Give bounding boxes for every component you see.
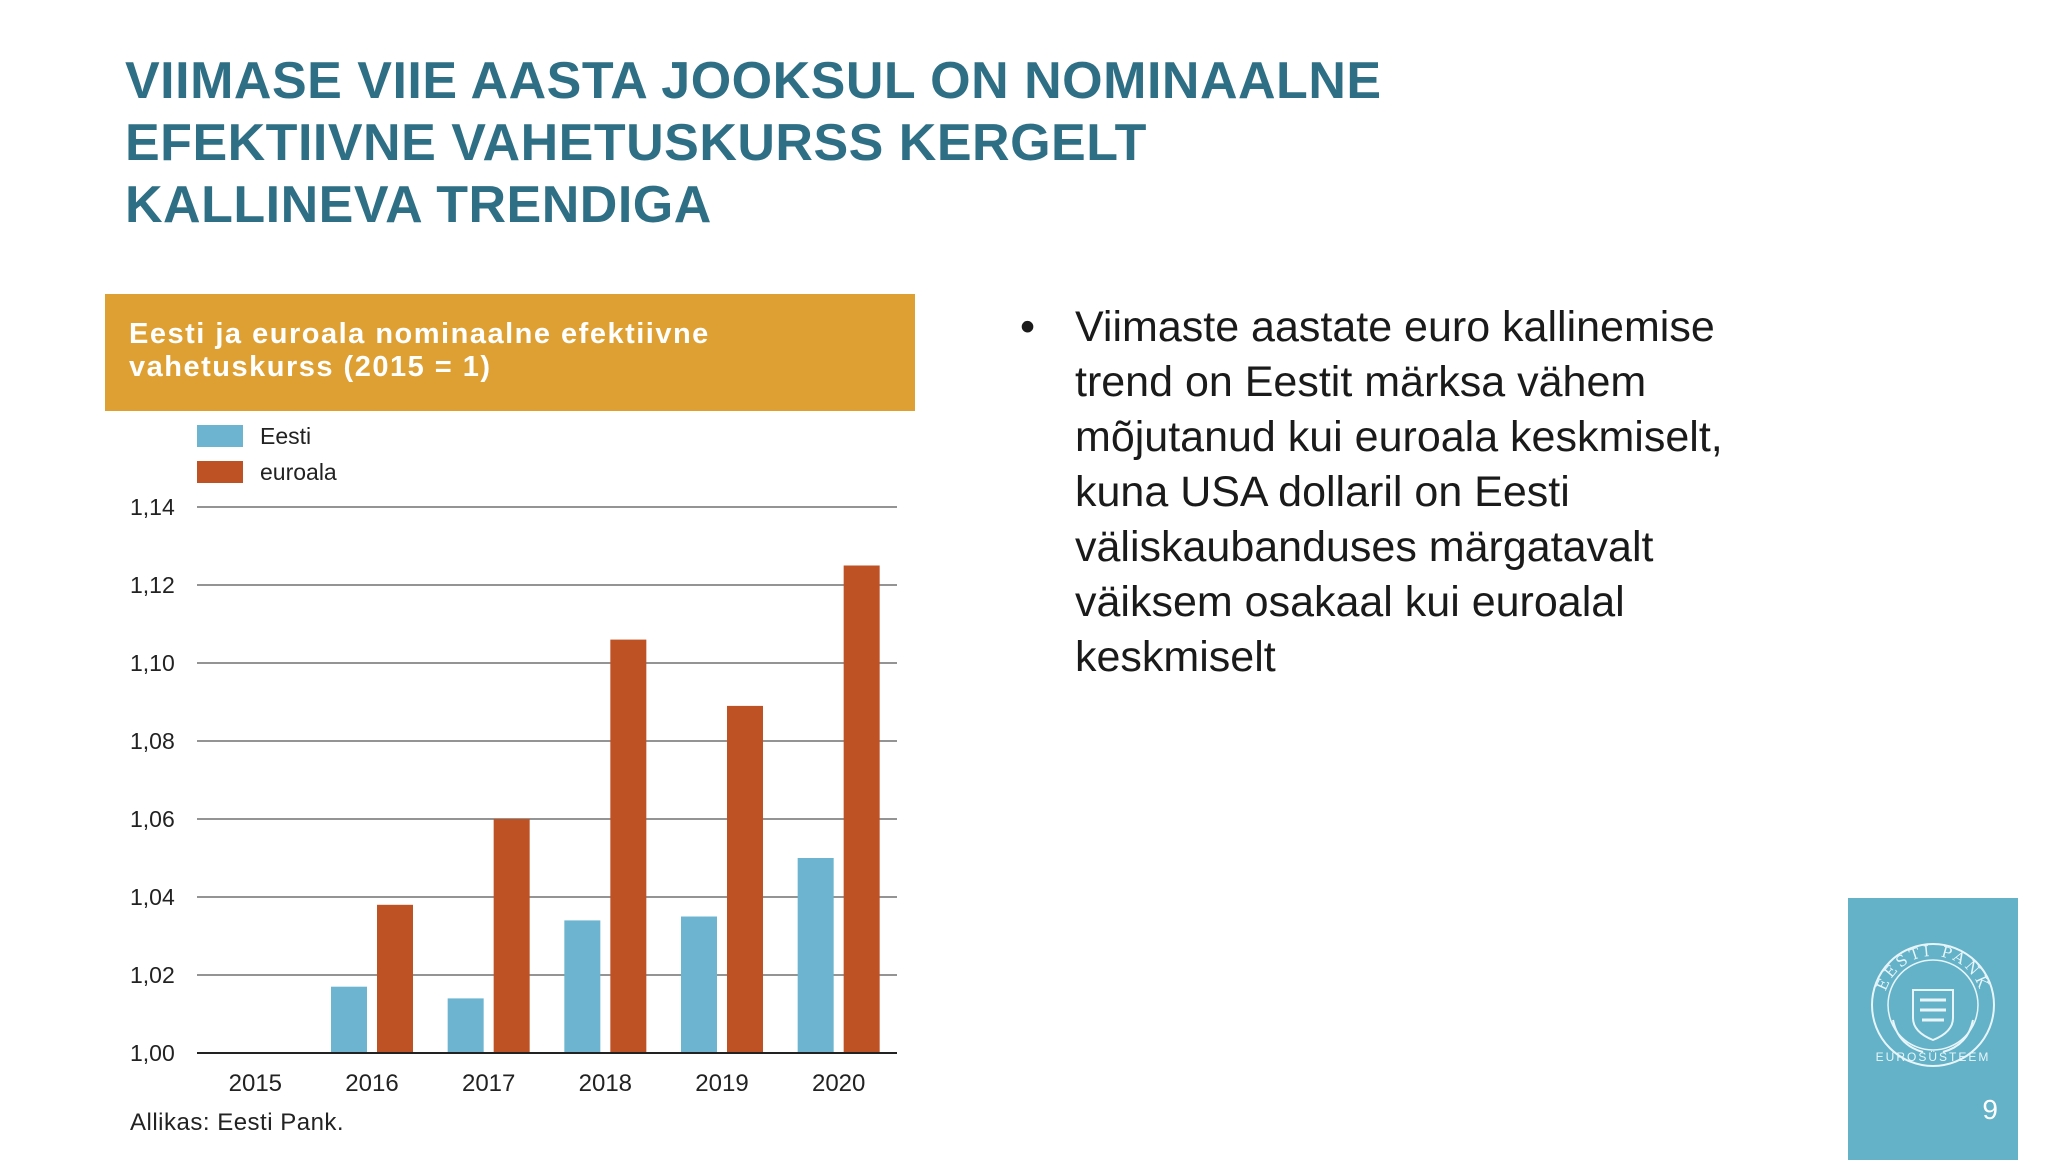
seal-text: EESTI PANK [1873, 942, 1991, 993]
bar-euroala-2020 [843, 565, 880, 1053]
bullet-list: • Viimaste aastate euro kallinemise tren… [1020, 300, 1820, 685]
y-tick-label: 1,04 [130, 884, 175, 910]
y-tick-label: 1,06 [130, 806, 175, 832]
bar-eesti-2019 [681, 916, 717, 1053]
x-tick-label: 2015 [229, 1070, 282, 1097]
bar-euroala-2017 [493, 819, 530, 1053]
y-tick-label: 1,14 [130, 494, 175, 520]
y-tick-label: 1,08 [130, 728, 175, 754]
x-tick-label: 2020 [812, 1070, 865, 1097]
chart-title: Eesti ja euroala nominaalne efektiivne v… [129, 318, 889, 384]
page-number: 9 [1982, 1094, 1998, 1125]
legend-label: Eesti [260, 423, 311, 449]
x-tick-label: 2019 [695, 1070, 748, 1097]
bar-chart: 1,00 1,02 1,04 1,06 1,08 1,10 1,12 1,14 2015 2016… [130, 423, 897, 1097]
y-tick-label: 1,10 [130, 650, 175, 676]
slide-title-line: EFEKTIIVNE VAHETUSKURSS KERGELT [125, 114, 1147, 172]
chart-header: Eesti ja euroala nominaalne efektiivne v… [105, 294, 915, 411]
eesti-pank-seal-icon: EESTI PANK [1871, 942, 1995, 1067]
y-tick-label: 1,02 [130, 962, 175, 988]
bullet-text: Viimaste aastate euro kallinemise trend … [1075, 303, 1723, 681]
brand-panel: EESTI PANK EUROSÜSTEEM 9 [1848, 898, 2018, 1160]
legend-swatch [197, 425, 243, 447]
slide-title-line: VIIMASE VIIE AASTA JOOKSUL ON NOMINAALNE [125, 52, 1382, 110]
x-tick-label: 2017 [462, 1070, 515, 1097]
bar-euroala-2016 [377, 904, 413, 1053]
x-tick-label: 2018 [579, 1070, 632, 1097]
brand-caption: EUROSÜSTEEM [1875, 1050, 1991, 1064]
slide-title-line: KALLINEVA TRENDIGA [125, 176, 712, 234]
y-tick-label: 1,12 [130, 572, 175, 598]
chart-panel: Eesti ja euroala nominaalne efektiivne v… [105, 294, 915, 1144]
chart-source: Allikas: Eesti Pank. [130, 1109, 345, 1136]
legend-label: euroala [260, 459, 337, 485]
bar-eesti-2018 [564, 920, 601, 1053]
x-tick-label: 2016 [345, 1070, 398, 1097]
bar-eesti-2020 [797, 858, 834, 1053]
bar-eesti-2016 [331, 986, 367, 1053]
legend-swatch [197, 461, 243, 483]
bar-euroala-2018 [610, 639, 647, 1053]
y-tick-label: 1,00 [130, 1040, 175, 1066]
svg-text:EESTI PANK: EESTI PANK [1873, 942, 1994, 993]
slide-title: VIIMASE VIIE AASTA JOOKSUL ON NOMINAALNE… [125, 50, 1425, 236]
chart-title-line: vahetuskurss (2015 = 1) [129, 351, 492, 383]
bullet-mark: • [1020, 303, 1036, 351]
bar-eesti-2017 [447, 998, 484, 1053]
bar-euroala-2019 [727, 705, 763, 1053]
chart-title-line: Eesti ja euroala nominaalne efektiivne [129, 318, 710, 350]
bullet-item: • Viimaste aastate euro kallinemise tren… [1020, 300, 1820, 685]
